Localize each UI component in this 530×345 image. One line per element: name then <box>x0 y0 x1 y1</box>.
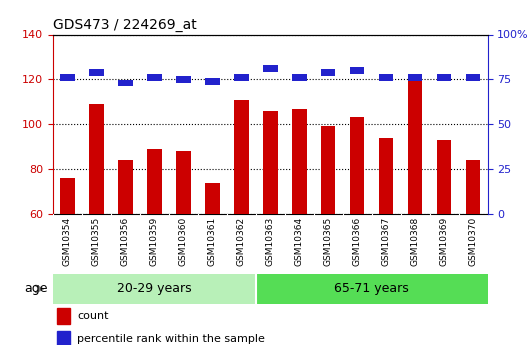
Bar <box>263 65 278 72</box>
Bar <box>256 274 488 304</box>
Bar <box>118 80 132 86</box>
Text: GSM10359: GSM10359 <box>150 217 159 266</box>
Text: GSM10364: GSM10364 <box>295 217 304 266</box>
Bar <box>89 104 104 214</box>
Text: GSM10360: GSM10360 <box>179 217 188 266</box>
Text: GSM10354: GSM10354 <box>63 217 72 266</box>
Bar <box>176 76 191 83</box>
Text: count: count <box>77 311 109 321</box>
Bar <box>321 126 335 214</box>
Bar <box>57 331 70 345</box>
Bar <box>292 108 306 214</box>
Text: GDS473 / 224269_at: GDS473 / 224269_at <box>53 18 197 32</box>
Bar <box>89 69 104 76</box>
Bar <box>53 274 256 304</box>
Bar <box>466 74 480 81</box>
Bar <box>147 74 162 81</box>
Bar <box>118 160 132 214</box>
Bar <box>321 69 335 76</box>
Bar <box>466 160 480 214</box>
Text: GSM10365: GSM10365 <box>324 217 333 266</box>
Text: GSM10363: GSM10363 <box>266 217 275 266</box>
Text: GSM10366: GSM10366 <box>353 217 361 266</box>
Text: 65-71 years: 65-71 years <box>334 283 409 295</box>
Bar <box>176 151 191 214</box>
Text: GSM10370: GSM10370 <box>469 217 478 266</box>
Text: percentile rank within the sample: percentile rank within the sample <box>77 334 265 344</box>
Text: GSM10367: GSM10367 <box>382 217 391 266</box>
Text: GSM10369: GSM10369 <box>440 217 448 266</box>
Bar <box>292 74 306 81</box>
Bar <box>437 74 452 81</box>
Bar <box>408 74 422 81</box>
Bar <box>408 77 422 214</box>
Text: 20-29 years: 20-29 years <box>117 283 192 295</box>
Text: GSM10361: GSM10361 <box>208 217 217 266</box>
Text: GSM10356: GSM10356 <box>121 217 130 266</box>
Bar <box>60 74 75 81</box>
Text: GSM10355: GSM10355 <box>92 217 101 266</box>
Text: GSM10362: GSM10362 <box>237 217 246 266</box>
Bar <box>350 67 365 74</box>
Bar <box>379 138 393 214</box>
Bar <box>147 149 162 214</box>
Bar <box>350 117 365 214</box>
Bar <box>437 140 452 214</box>
Bar <box>263 111 278 214</box>
Bar <box>57 308 70 324</box>
Text: GSM10368: GSM10368 <box>411 217 420 266</box>
Bar <box>205 78 219 85</box>
Bar <box>234 99 249 214</box>
Bar <box>60 178 75 214</box>
Bar <box>205 183 219 214</box>
Bar <box>379 74 393 81</box>
Bar <box>234 74 249 81</box>
Text: age: age <box>24 283 48 295</box>
